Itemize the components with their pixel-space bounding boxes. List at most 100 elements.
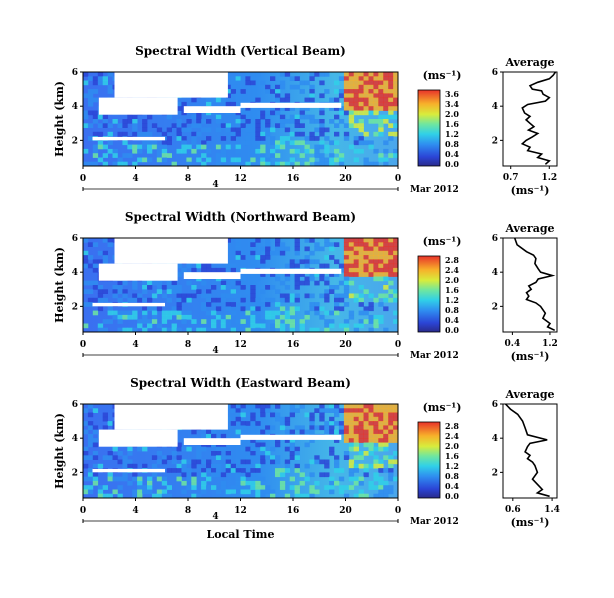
x-tick-label: 12 [234, 340, 247, 350]
colorbar [417, 421, 441, 499]
y-tick-label: 6 [72, 68, 78, 78]
y-axis-label: Height (km) [53, 413, 66, 489]
colorbar-units: (ms⁻¹) [423, 235, 462, 248]
x-tick-label: 0 [80, 506, 86, 516]
colorbar-tick-label: 1.6 [445, 451, 459, 461]
colorbar-tick-label: 1.6 [445, 119, 459, 129]
y-axis-label: Height (km) [53, 81, 66, 157]
heatmap-cells [83, 72, 399, 167]
heatmap-gaps [92, 238, 342, 307]
x-tick-label: 16 [287, 340, 300, 350]
colorbar-tick-label: 2.0 [445, 275, 459, 285]
x-tick-label: 20 [339, 506, 352, 516]
average-units: (ms⁻¹) [511, 184, 550, 197]
avg-y-tick-label: 6 [492, 234, 498, 244]
panel-title: Spectral Width (Eastward Beam) [130, 376, 351, 390]
y-axis-label: Height (km) [53, 247, 66, 323]
y-tick-label: 4 [72, 268, 78, 278]
avg-x-tick-label: 0.6 [505, 505, 521, 515]
colorbar-tick-label: 0.0 [445, 159, 459, 169]
avg-x-tick-label: 1.2 [541, 173, 557, 183]
heatmap-cells [83, 238, 399, 333]
x-tick-label: 16 [287, 174, 300, 184]
average-title: Average [504, 56, 554, 69]
x-tick-label: 0 [80, 340, 86, 350]
y-tick-label: 4 [72, 434, 78, 444]
y-tick-label: 4 [72, 102, 78, 112]
y-tick-label: 2 [72, 302, 78, 312]
avg-x-tick-label: 1.4 [544, 505, 560, 515]
x-tick-label: 8 [185, 174, 191, 184]
panel-title: Spectral Width (Vertical Beam) [135, 44, 346, 58]
average-frame [502, 403, 558, 499]
x-tick-label: 0 [395, 340, 401, 350]
colorbar-tick-label: 3.4 [445, 99, 459, 109]
avg-y-tick-label: 6 [492, 68, 498, 78]
colorbar-tick-label: 0.0 [445, 491, 459, 501]
date-label: Mar 2012 [410, 351, 459, 361]
colorbar-tick-label: 1.2 [445, 461, 459, 471]
avg-y-tick-label: 2 [492, 468, 498, 478]
avg-y-tick-label: 6 [492, 400, 498, 410]
colorbar-tick-label: 3.6 [445, 89, 459, 99]
average-frame [502, 71, 558, 167]
colorbar-tick-label: 0.8 [445, 471, 459, 481]
avg-y-tick-label: 4 [492, 434, 498, 444]
avg-y-tick-label: 2 [492, 136, 498, 146]
colorbar-tick-label: 2.4 [445, 265, 459, 275]
colorbar-tick-label: 1.6 [445, 285, 459, 295]
day-label: 4 [212, 512, 218, 522]
average-title: Average [504, 388, 554, 401]
panel-title: Spectral Width (Northward Beam) [125, 210, 356, 224]
x-tick-label: 12 [234, 174, 247, 184]
x-tick-label: 4 [132, 340, 138, 350]
colorbar-tick-label: 0.8 [445, 305, 459, 315]
colorbar-units: (ms⁻¹) [423, 401, 462, 414]
day-label: 4 [212, 346, 218, 356]
avg-x-tick-label: 1.2 [542, 339, 558, 349]
y-tick-label: 2 [72, 136, 78, 146]
colorbar-tick-label: 2.8 [445, 421, 459, 431]
colorbar-tick-label: 2.8 [445, 255, 459, 265]
average-units: (ms⁻¹) [511, 516, 550, 529]
y-tick-label: 6 [72, 234, 78, 244]
average-title: Average [504, 222, 554, 235]
colorbar-tick-label: 0.8 [445, 139, 459, 149]
colorbar [417, 255, 441, 333]
x-tick-label: 0 [80, 174, 86, 184]
colorbar-tick-label: 0.4 [445, 149, 459, 159]
colorbar-tick-label: 0.4 [445, 315, 459, 325]
avg-y-tick-label: 4 [492, 268, 498, 278]
colorbar [417, 89, 441, 167]
x-tick-label: 20 [339, 340, 352, 350]
x-axis-label: Local Time [207, 528, 275, 541]
x-tick-label: 20 [339, 174, 352, 184]
y-tick-label: 2 [72, 468, 78, 478]
x-tick-label: 0 [395, 506, 401, 516]
heatmap-gaps [92, 72, 342, 141]
average-profile-line [520, 71, 557, 165]
avg-x-tick-label: 0.7 [503, 173, 519, 183]
average-profile-line [513, 237, 556, 332]
x-tick-label: 4 [132, 506, 138, 516]
colorbar-tick-label: 1.2 [445, 129, 459, 139]
x-tick-label: 0 [395, 174, 401, 184]
date-label: Mar 2012 [410, 185, 459, 195]
colorbar-tick-label: 0.0 [445, 325, 459, 335]
avg-y-tick-label: 4 [492, 102, 498, 112]
x-tick-label: 8 [185, 340, 191, 350]
x-tick-label: 16 [287, 506, 300, 516]
colorbar-units: (ms⁻¹) [423, 69, 462, 82]
average-units: (ms⁻¹) [511, 350, 550, 363]
colorbar-tick-label: 1.2 [445, 295, 459, 305]
date-label: Mar 2012 [410, 517, 459, 527]
colorbar-tick-label: 2.4 [445, 431, 459, 441]
colorbar-tick-label: 2.0 [445, 109, 459, 119]
average-profile-line [504, 403, 550, 498]
x-tick-label: 12 [234, 506, 247, 516]
x-tick-label: 8 [185, 506, 191, 516]
y-tick-label: 6 [72, 400, 78, 410]
avg-x-tick-label: 0.4 [505, 339, 521, 349]
heatmap-gaps [92, 404, 342, 473]
